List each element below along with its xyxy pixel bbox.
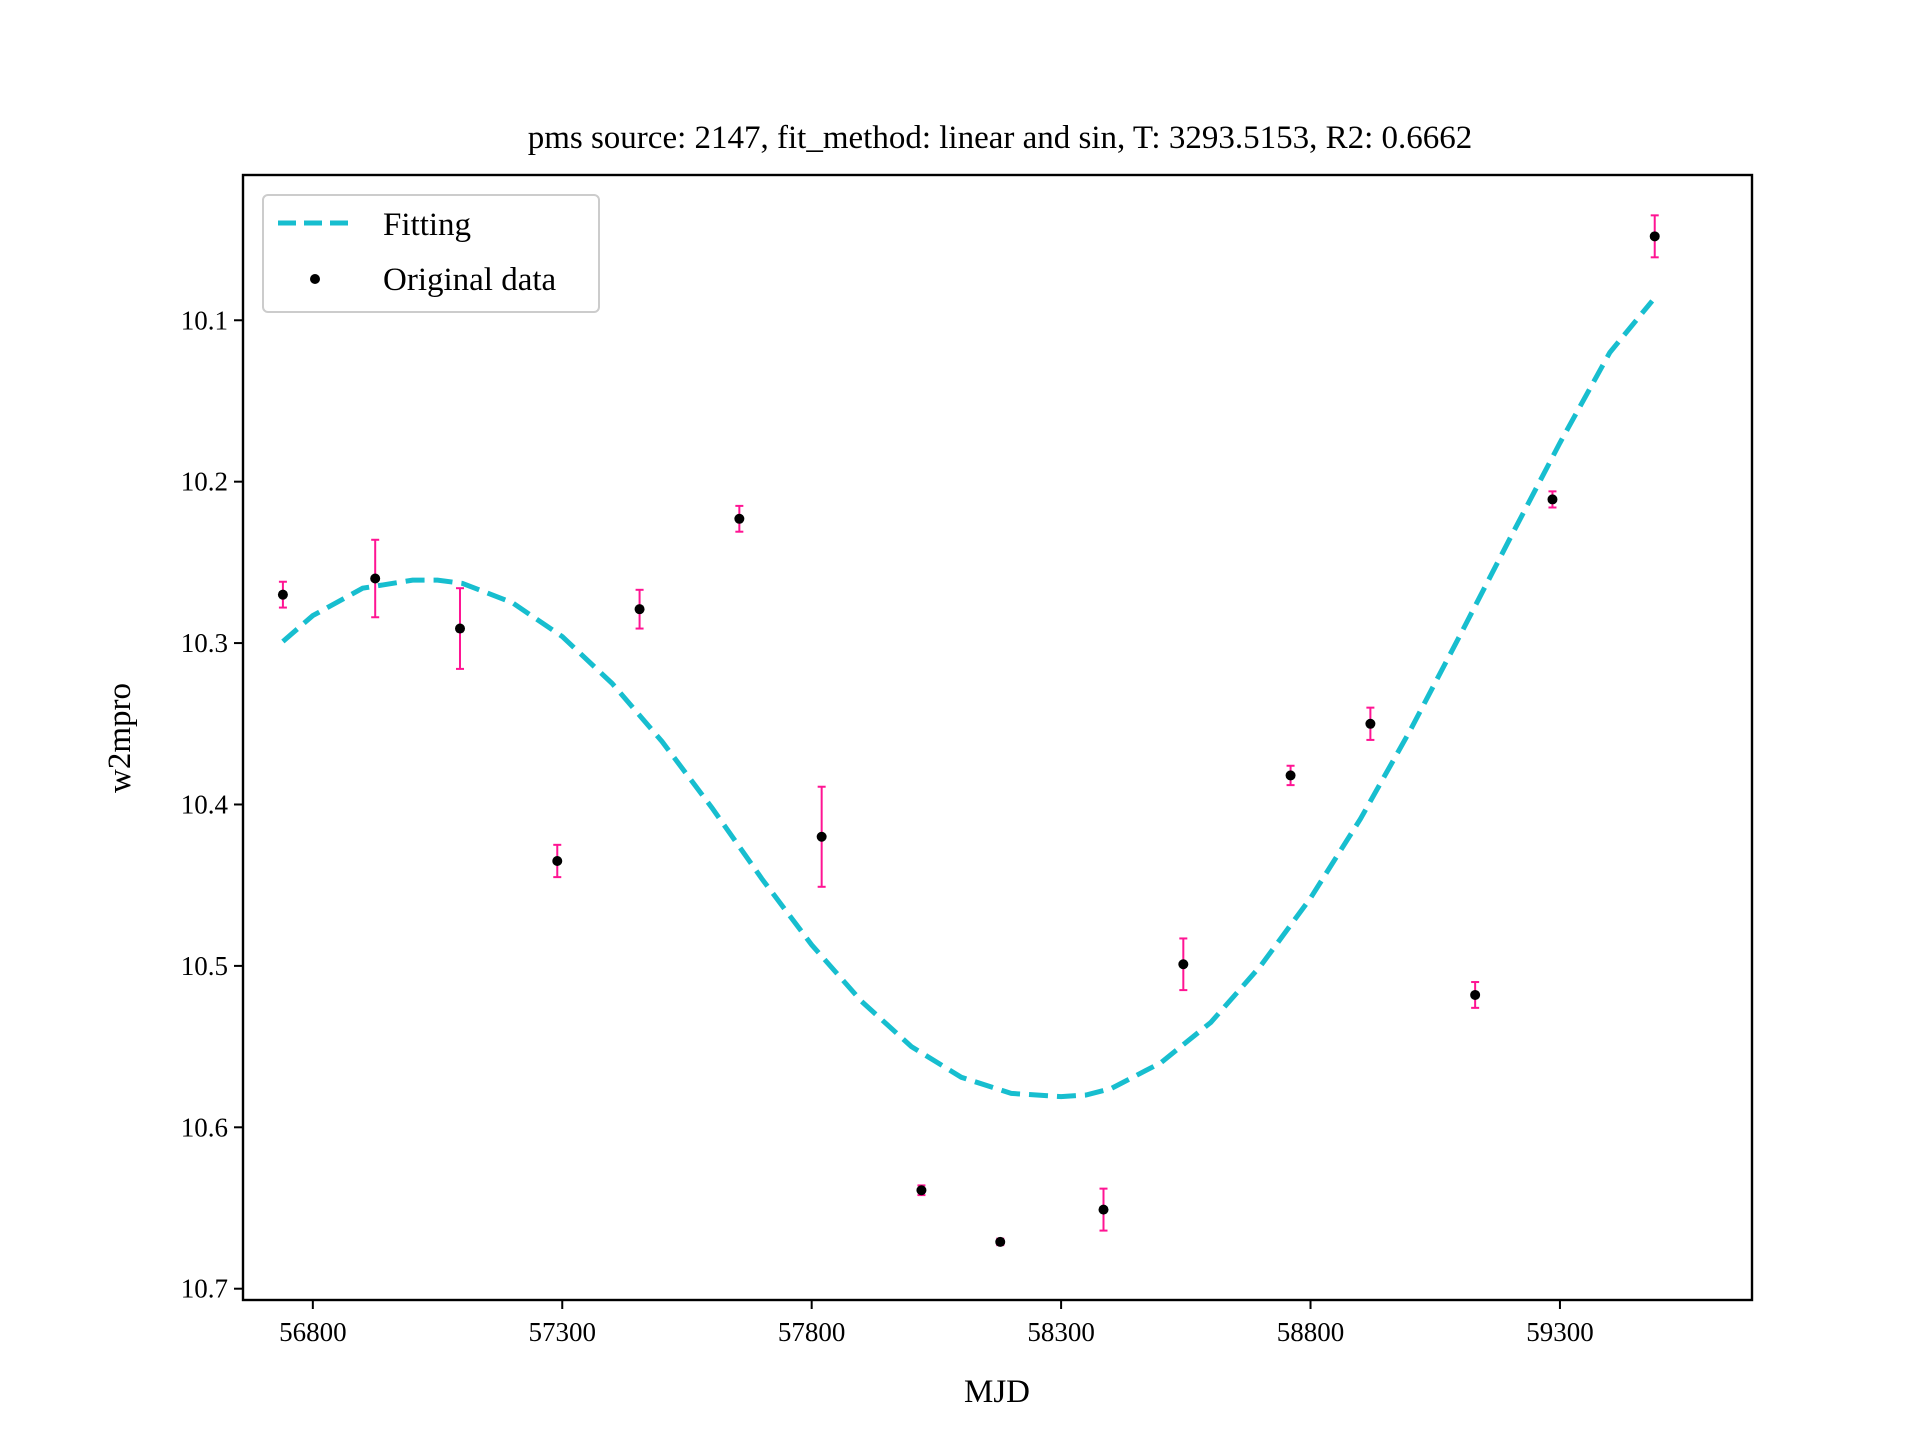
data-point [552, 855, 563, 866]
x-tick-label: 58800 [1277, 1317, 1345, 1347]
legend: Fitting Original data [262, 194, 600, 313]
y-tick-label: 10.2 [181, 467, 228, 497]
x-tick-label: 56800 [279, 1317, 347, 1347]
x-tick-label: 57300 [529, 1317, 597, 1347]
y-tick-label: 10.6 [181, 1112, 228, 1142]
y-axis-label: w2mpro [102, 683, 138, 793]
chart-title: pms source: 2147, fit_method: linear and… [528, 120, 1473, 156]
data-point [454, 623, 465, 634]
y-axis: 10.1 10.2 10.3 10.4 10.5 10.6 10.7 [181, 305, 243, 1304]
x-axis-label: MJD [964, 1374, 1030, 1410]
y-tick-label: 10.4 [181, 789, 229, 819]
legend-fitting-label: Fitting [383, 207, 471, 243]
data-point [916, 1185, 927, 1196]
data-point [1365, 718, 1376, 729]
data-point [1178, 959, 1189, 970]
data-point [1547, 494, 1558, 505]
y-tick-label: 10.5 [181, 951, 228, 981]
data-point [995, 1236, 1006, 1247]
y-tick-label: 10.3 [181, 628, 228, 658]
data-point [370, 573, 381, 584]
x-tick-label: 58300 [1027, 1317, 1095, 1347]
data-point [1098, 1204, 1109, 1215]
plot-area [277, 214, 1660, 1247]
data-point [734, 513, 745, 524]
legend-data-swatch [310, 274, 320, 284]
data-point [1470, 989, 1481, 1000]
data-point [1649, 231, 1660, 242]
data-point [816, 831, 827, 842]
x-axis: 56800 57300 57800 58300 58800 59300 [279, 1300, 1594, 1347]
data-point [1285, 770, 1296, 781]
y-tick-label: 10.1 [181, 305, 228, 335]
data-point [277, 589, 288, 600]
legend-data-label: Original data [383, 262, 557, 298]
y-tick-label: 10.7 [181, 1274, 228, 1304]
x-tick-label: 57800 [778, 1317, 846, 1347]
plot-frame [241, 173, 1754, 1302]
x-tick-label: 59300 [1526, 1317, 1594, 1347]
fitting-curve [281, 299, 1655, 1100]
data-point [634, 604, 645, 615]
